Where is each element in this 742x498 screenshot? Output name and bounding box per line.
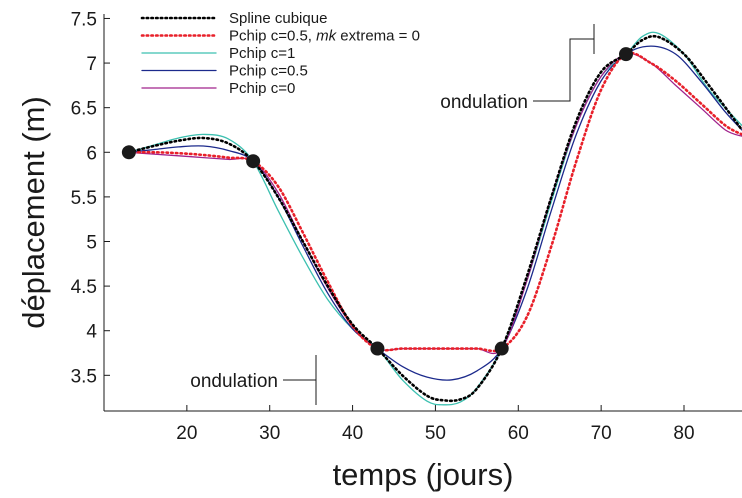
legend-label: Pchip c=0 [229,80,295,97]
legend-item: Spline cubique [140,10,327,27]
data-point [619,47,633,62]
y-tick-label: 7.5 [71,9,97,30]
x-tick-label: 80 [673,423,694,444]
legend-item: Pchip c=0 [141,80,295,97]
y-tick-label: 4 [86,322,97,343]
annotation-leader-line [533,38,594,102]
y-tick-label: 4.5 [71,277,97,298]
x-tick-label: 30 [259,423,280,444]
legend-item: Pchip c=0.5, mk extrema = 0 [140,28,420,45]
axes: 20 30 40 50 60 70 80 3.5 4 4.5 5 5.5 6 6.5 7 7.5 [71,9,742,444]
legend-item: Pchip c=0.5 [141,63,308,80]
series-line [128,45,742,381]
annotation-ondulation-upper: ondulation [440,92,528,113]
legend-label: Spline cubique [229,10,327,27]
data-point [494,341,509,356]
x-tick-label: 50 [425,423,446,444]
y-tick-label: 6.5 [71,99,97,120]
legend-label-italic: mk [316,28,337,45]
data-point [370,341,385,356]
y-tick-label: 5.5 [71,188,97,209]
y-tick-label: 3.5 [71,366,97,387]
x-tick-label: 70 [591,423,612,444]
legend-label-suffix: extrema = 0 [336,28,420,45]
annotations: ondulation ondulation [190,24,595,405]
legend-label-prefix: Pchip c=0.5, [229,28,316,45]
series-line [127,34,742,403]
series-line [128,31,742,406]
data-points [121,47,633,356]
legend-label: Pchip c=0.5 [229,63,308,80]
data-point [246,154,261,169]
series-lines [127,31,742,406]
data-point [121,145,136,160]
legend-label: Pchip c=0.5, mk extrema = 0 [229,28,420,45]
legend-label: Pchip c=1 [229,45,295,62]
y-tick-label: 5 [86,232,97,253]
annotation-ondulation-lower: ondulation [190,371,278,392]
series-line [127,51,742,353]
series-line [128,52,742,355]
x-tick-label: 60 [508,423,529,444]
y-tick-label: 6 [86,143,97,164]
y-tick-label: 7 [86,54,97,75]
y-axis-title: déplacement (m) [16,96,51,329]
x-tick-label: 40 [342,423,363,444]
x-axis-title: temps (jours) [333,457,514,492]
x-tick-label: 20 [176,423,197,444]
legend-item: Pchip c=1 [141,45,295,62]
